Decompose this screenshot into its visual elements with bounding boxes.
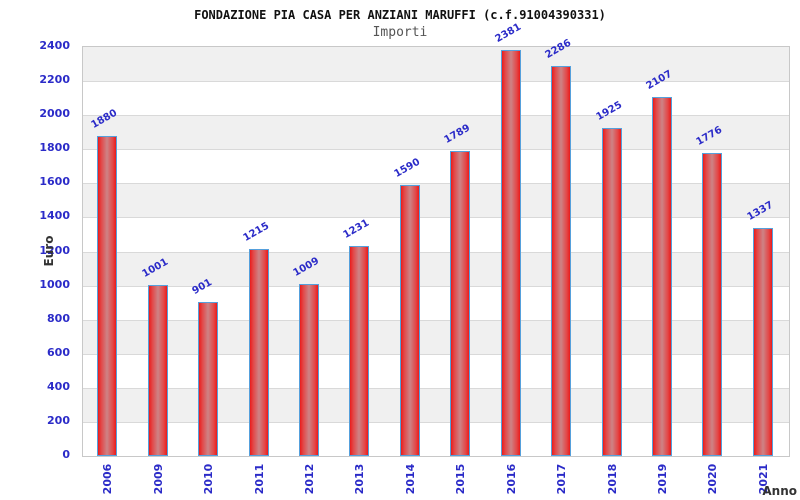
bar (248, 248, 269, 456)
y-tick-label: 200 (47, 413, 70, 427)
x-tick-label: 2014 (403, 463, 417, 495)
x-tick-label: 2013 (352, 463, 366, 495)
x-axis: 2006 2009 2010 2011 2012 2013 2014 2015 2016 2017… (82, 460, 790, 498)
x-axis-title: Anno (762, 484, 797, 498)
bar (551, 66, 572, 456)
y-tick-label: 0 (62, 448, 70, 461)
y-tick-label: 1600 (39, 175, 70, 189)
x-tick-label: 2010 (201, 463, 215, 495)
x-tick-label: 2020 (705, 463, 719, 495)
x-tick-label: 2012 (302, 463, 316, 495)
gridline (83, 421, 789, 423)
x-tick-label: 2015 (453, 463, 467, 495)
gridline (83, 115, 789, 117)
plot-band (83, 149, 789, 184)
plot-band (83, 251, 789, 286)
x-tick-label: 2006 (100, 463, 114, 495)
x-tick-label: 2011 (252, 463, 265, 495)
gridline (83, 285, 789, 287)
plot-band (83, 285, 789, 320)
plot-band (83, 387, 789, 422)
x-tick-label: 2019 (655, 463, 669, 495)
plot-band (83, 353, 789, 388)
gridline (83, 183, 789, 185)
y-tick-label: 1800 (39, 141, 70, 155)
gridline (83, 387, 789, 389)
plot-area: 1880 1001 901 1215 1009 1231 1590 1789 2381 2286 1… (82, 22, 790, 457)
plot-band (83, 319, 789, 354)
x-tick-label: 2018 (605, 463, 618, 495)
y-tick-label: 1400 (39, 209, 70, 223)
gridline (83, 319, 789, 321)
gridline (83, 251, 789, 253)
bar (399, 185, 420, 456)
bar (601, 127, 622, 456)
chart-title: FONDAZIONE PIA CASA PER ANZIANI MARUFFI … (194, 8, 606, 22)
bar (198, 302, 219, 456)
x-tick-label: 2017 (554, 463, 568, 495)
plot-band (83, 421, 789, 456)
plot-band (83, 183, 789, 218)
plot-band (83, 81, 789, 116)
bar (651, 96, 672, 456)
plot-band (83, 47, 789, 82)
y-tick-label: 2200 (39, 73, 70, 87)
y-axis-title: Euro (42, 235, 56, 267)
y-tick-label: 600 (47, 345, 70, 359)
y-axis: 0 200 400 600 800 1000 1200 1400 1600 1800 2000 220… (0, 0, 76, 500)
y-tick-label: 2000 (39, 107, 70, 121)
gridline (83, 217, 789, 219)
y-tick-label: 800 (47, 311, 70, 325)
bar (147, 285, 168, 456)
y-tick-label: 1000 (39, 277, 70, 291)
y-tick-label: 400 (47, 379, 70, 393)
bar (752, 228, 773, 456)
x-tick-label: 2016 (504, 463, 518, 495)
bar (97, 135, 118, 456)
y-tick-label: 2400 (39, 39, 70, 52)
gridline (83, 149, 789, 151)
bar (349, 246, 370, 456)
y-tick-label: 1200 (39, 243, 70, 257)
bar (702, 153, 723, 456)
bar (500, 50, 521, 456)
plot-band (83, 115, 789, 150)
chart-subtitle: Importi (372, 25, 428, 40)
x-tick-label: 2009 (151, 463, 165, 495)
gridline (83, 353, 789, 355)
plot-band (83, 217, 789, 252)
gridline (83, 81, 789, 83)
bar (450, 151, 471, 456)
bar (298, 284, 319, 456)
